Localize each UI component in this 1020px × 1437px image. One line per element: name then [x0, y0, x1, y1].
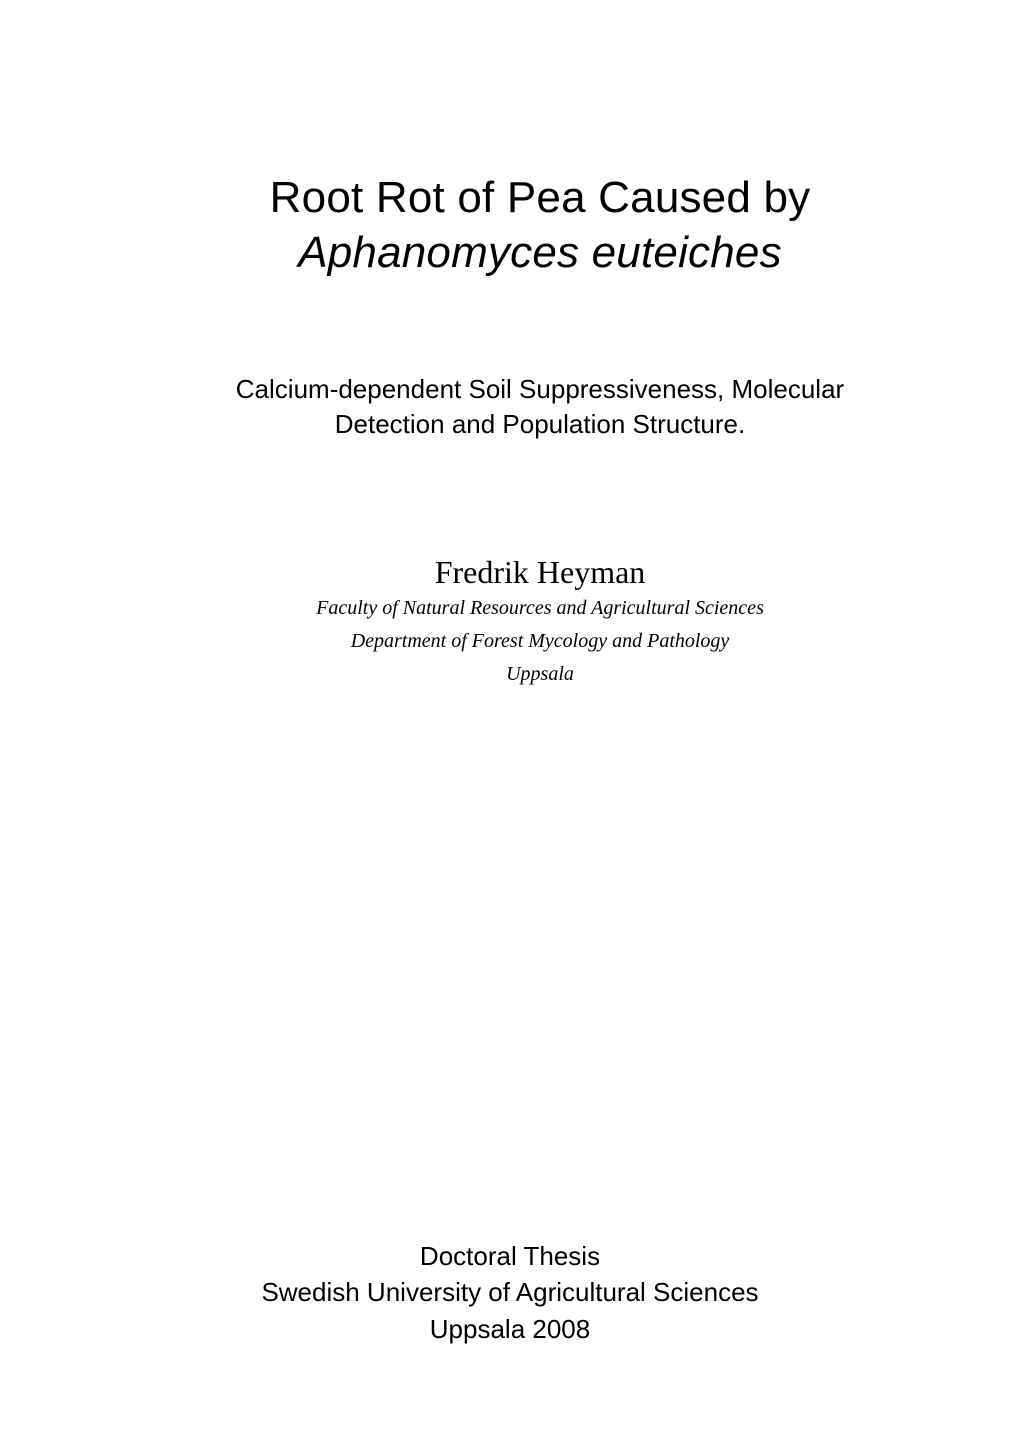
thesis-title-page: Root Rot of Pea Caused by Aphanomyces eu…	[0, 0, 1020, 1437]
footer-line-1: Doctoral Thesis	[0, 1238, 1020, 1274]
author-block: Fredrik Heyman Faculty of Natural Resour…	[170, 554, 910, 688]
main-title-line1: Root Rot of Pea Caused by	[170, 170, 910, 225]
subtitle-line1: Calcium-dependent Soil Suppressiveness, …	[170, 372, 910, 407]
subtitle-block: Calcium-dependent Soil Suppressiveness, …	[170, 372, 910, 442]
footer-line-3: Uppsala 2008	[0, 1311, 1020, 1347]
footer-block: Doctoral Thesis Swedish University of Ag…	[0, 1238, 1020, 1347]
affiliation-line-3: Uppsala	[170, 661, 910, 688]
main-title-line2-italic: Aphanomyces euteiches	[170, 225, 910, 280]
author-name: Fredrik Heyman	[170, 554, 910, 591]
affiliation-line-2: Department of Forest Mycology and Pathol…	[170, 628, 910, 655]
subtitle-line2: Detection and Population Structure.	[170, 407, 910, 442]
main-title-block: Root Rot of Pea Caused by Aphanomyces eu…	[170, 170, 910, 280]
affiliation-line-1: Faculty of Natural Resources and Agricul…	[170, 595, 910, 622]
footer-line-2: Swedish University of Agricultural Scien…	[0, 1274, 1020, 1310]
